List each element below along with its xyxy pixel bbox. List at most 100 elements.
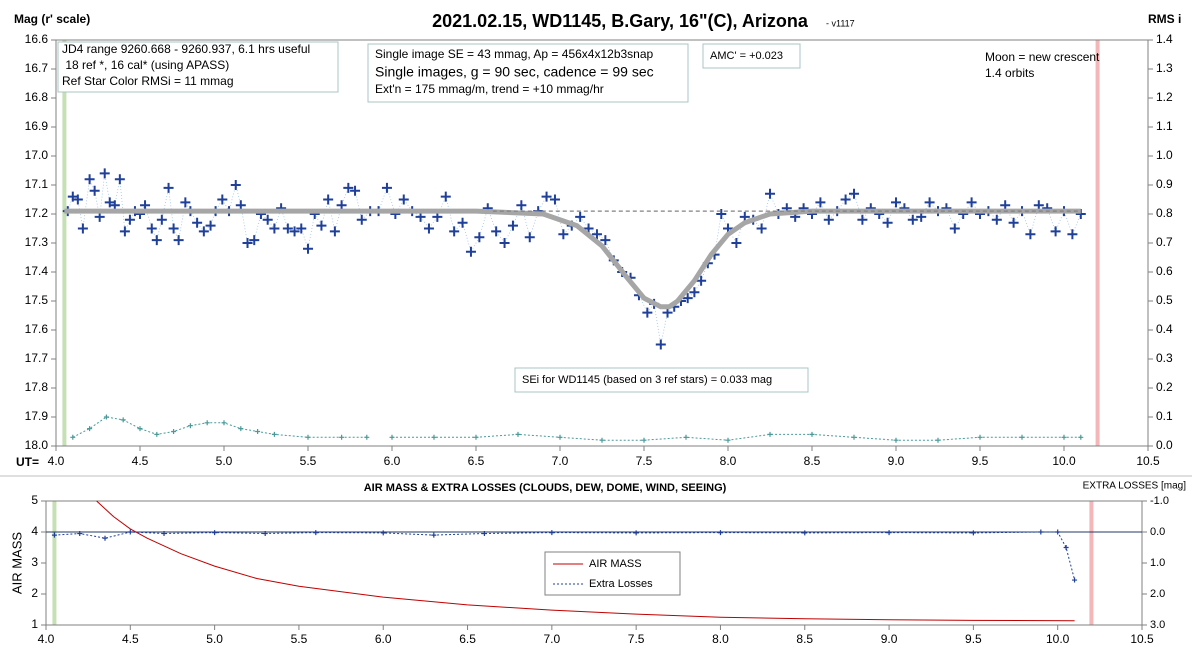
data-point	[600, 235, 611, 246]
y2-tick-label: -1.0	[1150, 495, 1169, 507]
data-point	[886, 530, 892, 536]
data-point	[891, 197, 901, 208]
data-point	[682, 293, 693, 304]
data-point	[204, 420, 210, 426]
annotation-text: Moon = new crescent	[985, 50, 1100, 64]
data-point	[474, 232, 485, 243]
data-point	[725, 437, 731, 443]
annotation-text: Single image SE = 43 mmag, Ap = 456x4x12…	[375, 47, 654, 61]
data-point	[51, 532, 57, 538]
x-tick-label: 5.5	[291, 632, 308, 646]
data-point	[1038, 529, 1044, 535]
data-point	[558, 229, 569, 240]
data-point	[249, 235, 260, 246]
y2-tick-label: 2.0	[1150, 588, 1165, 600]
data-point	[557, 434, 563, 440]
data-point	[641, 437, 647, 443]
chart-title: AIR MASS & EXTRA LOSSES (CLOUDS, DEW, DO…	[364, 482, 727, 494]
y-tick-label: 16.6	[25, 32, 49, 46]
data-point	[192, 217, 203, 228]
data-point	[1025, 229, 1036, 240]
x-tick-label: 8.5	[796, 632, 813, 646]
x-tick-label: 6.5	[468, 454, 485, 468]
series-line	[54, 531, 1076, 581]
data-point	[765, 188, 775, 199]
data-point	[935, 437, 941, 443]
y2-axis-label: RMS i	[1148, 12, 1181, 26]
x-tick-label: 8.5	[804, 454, 821, 468]
data-point	[154, 431, 160, 437]
data-point	[242, 238, 253, 248]
data-point	[851, 434, 857, 440]
data-point	[89, 185, 100, 196]
x-tick-label: 4.0	[38, 632, 55, 646]
data-point	[549, 194, 560, 205]
x-tick-label: 6.0	[375, 632, 392, 646]
data-point	[524, 232, 535, 243]
data-point	[849, 188, 859, 199]
annotation-text: SEi for WD1145 (based on 3 ref stars) = …	[522, 374, 772, 386]
legend-label: AIR MASS	[589, 558, 642, 570]
y-tick-label: 17.1	[25, 177, 49, 191]
data-point	[1019, 434, 1025, 440]
data-point	[114, 174, 125, 185]
x-tick-label: 5.5	[300, 454, 317, 468]
y-tick-label: 4	[31, 524, 38, 538]
legend-label: Extra Losses	[589, 578, 653, 590]
y2-tick-label: 1.2	[1156, 90, 1173, 104]
data-point	[146, 223, 157, 234]
data-point	[977, 434, 983, 440]
legend-box	[544, 551, 681, 596]
data-point	[655, 339, 666, 350]
data-point	[716, 209, 727, 219]
data-point	[802, 530, 808, 536]
data-point	[296, 223, 307, 234]
data-point	[364, 434, 370, 440]
y-tick-label: 3	[31, 555, 38, 569]
x-tick-label: 4.0	[48, 454, 65, 468]
y2-tick-label: 0.3	[1156, 351, 1173, 365]
data-point	[423, 223, 434, 234]
data-point	[970, 530, 976, 536]
data-point	[70, 434, 76, 440]
data-point	[583, 223, 594, 234]
data-point	[230, 180, 241, 190]
data-point	[163, 182, 174, 193]
x-tick-label: 7.5	[636, 454, 653, 468]
data-point	[599, 437, 605, 443]
data-point	[221, 420, 227, 426]
data-point	[323, 194, 334, 205]
x-tick-label: 7.0	[544, 632, 561, 646]
x-tick-label: 10.0	[1052, 454, 1076, 468]
data-point	[815, 197, 826, 208]
y-tick-label: 17.8	[25, 380, 49, 394]
data-point	[440, 191, 451, 202]
data-point	[84, 174, 95, 185]
data-point	[316, 220, 327, 231]
y-tick-label: 17.2	[25, 206, 49, 220]
data-point	[683, 434, 689, 440]
data-point	[398, 194, 409, 205]
x-tick-label: 8.0	[720, 454, 737, 468]
data-point	[893, 437, 899, 443]
data-point	[481, 531, 487, 537]
data-point	[77, 531, 83, 537]
data-point	[171, 429, 177, 434]
data-point	[168, 223, 179, 234]
data-point	[102, 535, 108, 541]
data-point	[198, 226, 209, 237]
data-point	[1067, 229, 1078, 240]
y2-tick-label: 0.9	[1156, 177, 1173, 191]
y2-tick-label: 1.3	[1156, 61, 1173, 75]
data-point	[907, 214, 918, 225]
y-tick-label: 2	[31, 586, 38, 600]
y2-tick-label: 1.0	[1150, 557, 1165, 569]
data-point	[966, 197, 977, 208]
y2-tick-label: 1.1	[1156, 119, 1173, 133]
data-point	[591, 229, 602, 240]
data-point	[124, 214, 135, 225]
data-point	[269, 223, 280, 234]
annotation-box	[57, 41, 339, 93]
data-point	[119, 226, 130, 237]
